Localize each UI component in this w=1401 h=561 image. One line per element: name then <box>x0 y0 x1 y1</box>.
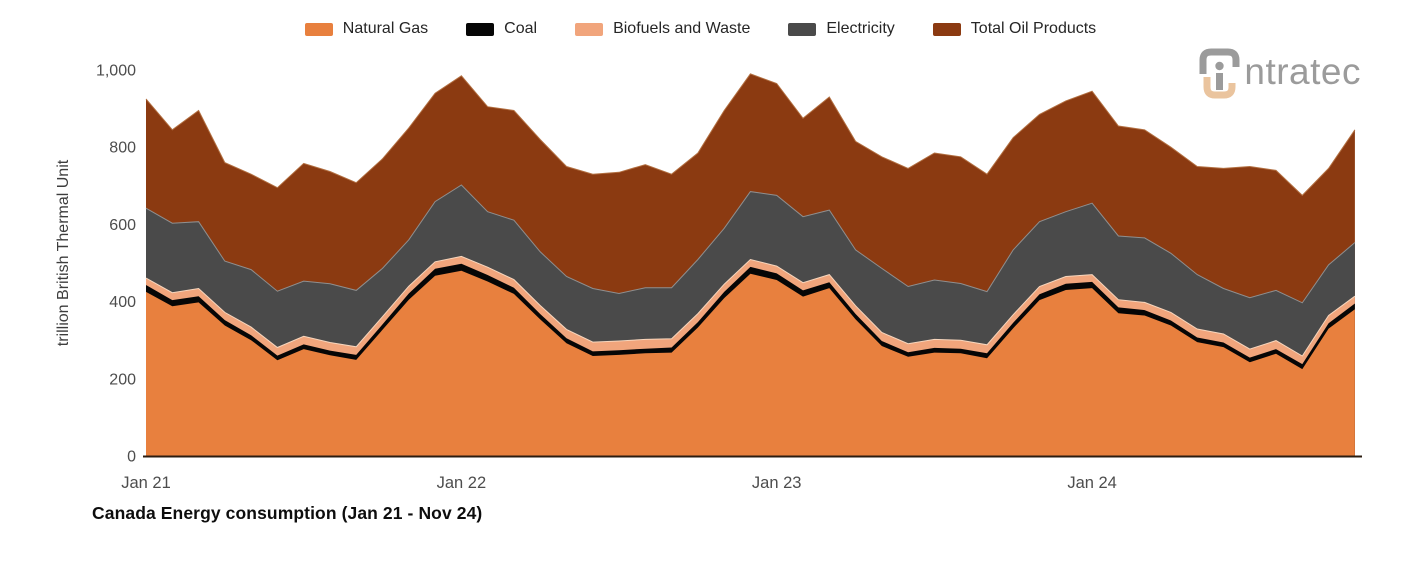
y-tick-label: 400 <box>109 294 136 311</box>
natural-gas-swatch <box>304 22 333 36</box>
electricity-swatch <box>788 22 817 36</box>
biofuels-and-waste-swatch <box>575 22 604 36</box>
y-tick-label: 800 <box>109 140 136 157</box>
legend-label: Total Oil Products <box>970 20 1097 37</box>
x-tick-label: Jan 23 <box>752 474 802 492</box>
intratec-logo-icon <box>1199 48 1240 99</box>
legend-label: Coal <box>504 20 538 37</box>
x-tick-label: Jan 21 <box>121 474 171 492</box>
legend-item-natural-gas: Natural Gas <box>304 20 429 38</box>
intratec-logo: ntratec <box>1197 44 1361 102</box>
y-tick-label: 0 <box>127 449 136 466</box>
y-tick-label: 1,000 <box>96 63 136 80</box>
legend-label: Natural Gas <box>342 20 429 37</box>
boundary-total-oil-products <box>145 73 1356 197</box>
legend-item-total-oil-products: Total Oil Products <box>932 20 1097 38</box>
legend: Natural Gas Coal Biofuels and Waste Electri… <box>0 20 1401 38</box>
boundary-biofuels-and-waste <box>145 255 1356 357</box>
legend-label: Electricity <box>826 20 895 37</box>
legend-label: Biofuels and Waste <box>613 20 751 37</box>
boundary-electricity <box>145 184 1356 304</box>
coal-swatch <box>466 22 495 36</box>
total-oil-products-swatch <box>932 22 961 36</box>
legend-item-coal: Coal <box>466 20 537 38</box>
area-natural-gas <box>146 270 1355 456</box>
y-tick-label: 200 <box>109 371 136 388</box>
y-tick-label: 600 <box>109 217 136 234</box>
x-tick-label: Jan 24 <box>1067 474 1117 492</box>
legend-item-biofuels-and-waste: Biofuels and Waste <box>575 20 750 38</box>
intratec-logo-text: ntratec <box>1244 51 1361 92</box>
x-tick-label: Jan 22 <box>437 474 487 492</box>
legend-item-electricity: Electricity <box>788 20 895 38</box>
chart-title: Canada Energy consumption (Jan 21 - Nov … <box>92 503 483 523</box>
